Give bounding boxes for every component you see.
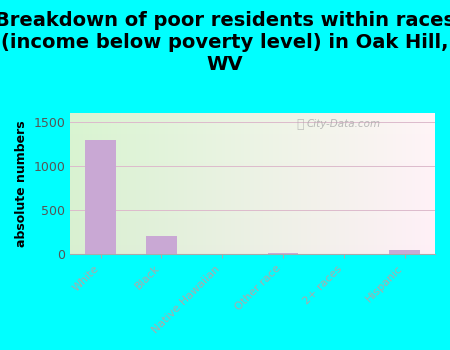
Text: City-Data.com: City-Data.com [307,119,381,129]
Y-axis label: absolute numbers: absolute numbers [15,120,28,247]
Bar [86,140,116,254]
Bar [146,236,177,254]
Bar [389,250,420,254]
Text: Breakdown of poor residents within races
(income below poverty level) in Oak Hil: Breakdown of poor residents within races… [0,10,450,74]
Bar [268,253,298,254]
Text: Ⓜ: Ⓜ [296,118,304,131]
